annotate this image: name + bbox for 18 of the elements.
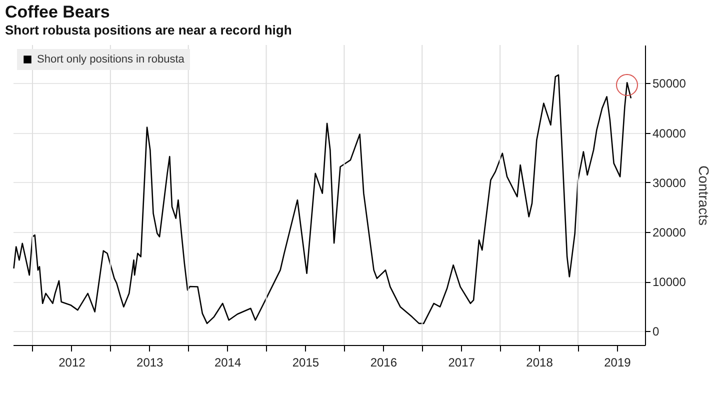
- x-tick-label: 2014: [214, 356, 242, 370]
- y-tick-label: 0: [652, 324, 660, 339]
- legend-label: Short only positions in robusta: [37, 54, 186, 66]
- x-tick-label: 2013: [136, 356, 164, 370]
- x-tick-label: 2019: [604, 356, 632, 370]
- x-tick-label: 2018: [526, 356, 554, 370]
- x-tick-label: 2016: [370, 356, 398, 370]
- y-tick-label: 30000: [652, 176, 686, 190]
- y-tick-label: 20000: [652, 225, 686, 240]
- y-tick-label: 50000: [652, 76, 686, 91]
- y-tick-label: 40000: [652, 126, 686, 140]
- chart-subtitle: Short robusta positions are near a record high: [5, 22, 292, 38]
- y-tick-label: 10000: [652, 275, 686, 290]
- chart-title: Coffee Bears: [5, 2, 110, 22]
- y-axis-title: Contracts: [696, 166, 712, 226]
- x-tick-label: 2017: [448, 356, 476, 370]
- x-tick-label: 2015: [292, 356, 320, 370]
- x-tick-label: 2012: [58, 356, 86, 370]
